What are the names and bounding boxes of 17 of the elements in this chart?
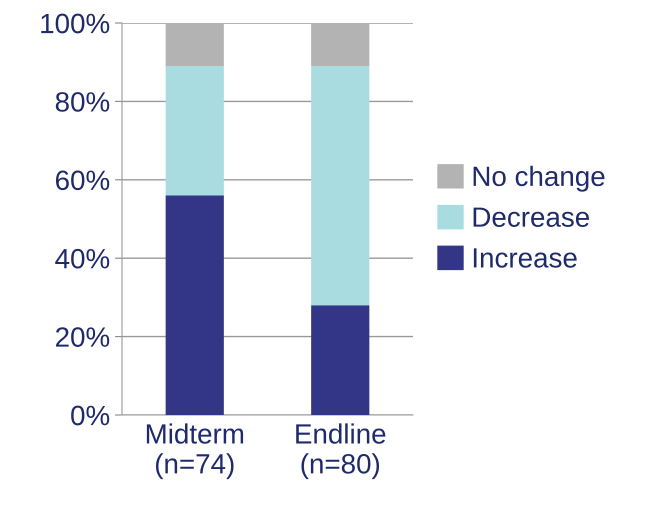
y-tick-label: 20% <box>56 327 110 347</box>
y-tick-label: 60% <box>56 170 110 190</box>
bar <box>166 66 224 196</box>
legend-label: Increase <box>474 248 577 268</box>
bar <box>311 66 370 306</box>
legend-label: Decrease <box>474 208 589 227</box>
legend-label: No change <box>474 166 604 192</box>
bar <box>166 23 224 66</box>
x-tick-label: Endline (n=80) <box>296 423 386 480</box>
y-tick-label: 0% <box>71 406 110 426</box>
y-tick-label: 80% <box>56 92 110 112</box>
y-tick-label: 40% <box>55 248 110 269</box>
y-tick-label: 100% <box>41 14 110 34</box>
bar <box>166 195 224 415</box>
bar <box>311 305 370 415</box>
bar <box>311 23 370 66</box>
x-tick-label: Midterm (n=74) <box>146 423 244 480</box>
